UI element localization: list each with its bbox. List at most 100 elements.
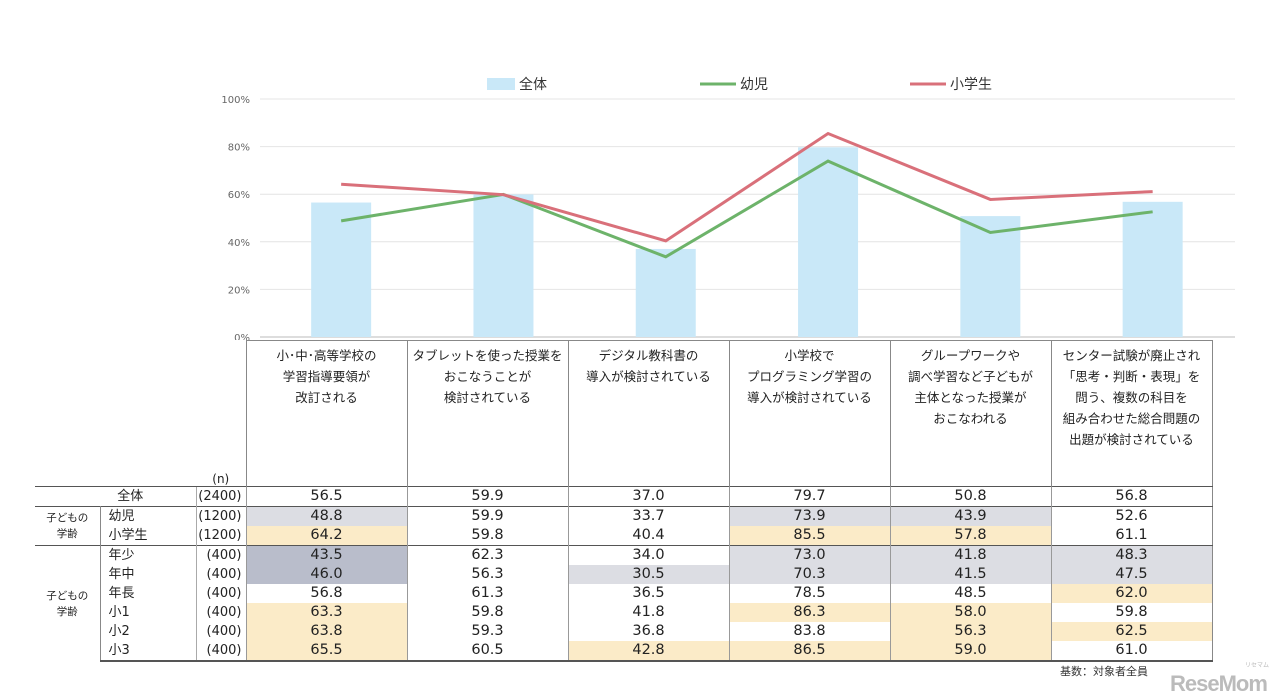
y-tick-label: 0% bbox=[234, 333, 250, 340]
row-n: (1200) bbox=[195, 506, 246, 526]
row-label: 小1 bbox=[108, 605, 130, 620]
table-cell: 48.3 bbox=[1050, 545, 1212, 565]
table-cell: 61.3 bbox=[406, 584, 568, 603]
n-header: (n) bbox=[212, 472, 230, 486]
table-cell: 86.3 bbox=[728, 603, 890, 622]
line-小学生 bbox=[341, 131, 1153, 243]
table-cell: 63.3 bbox=[245, 603, 407, 622]
table-cell: 59.8 bbox=[406, 526, 568, 546]
table-cell: 50.8 bbox=[889, 486, 1051, 507]
table-cell: 56.3 bbox=[889, 622, 1051, 641]
bar-全体 bbox=[311, 202, 372, 337]
table-cell: 36.8 bbox=[567, 622, 729, 641]
row-n: (400) bbox=[195, 565, 246, 584]
row-label: 年長 bbox=[108, 586, 135, 601]
table-cell: 83.8 bbox=[728, 622, 890, 641]
column-header: タブレットを使った授業を おこなうことが 検討されている bbox=[406, 340, 568, 487]
chart: 0% 20% 40% 60% 80% 100% 全体 幼児 小学生 bbox=[221, 76, 1235, 340]
table-cell: 57.8 bbox=[889, 526, 1051, 546]
table-row: 全体 (2400) 56.5 59.9 37.0 79.7 50.8 56.8 bbox=[35, 486, 1212, 507]
table-cell: 40.4 bbox=[567, 526, 729, 546]
row-n: (400) bbox=[195, 641, 246, 662]
group-label: 子どもの 学齢 bbox=[35, 545, 101, 661]
table-cell: 59.9 bbox=[406, 506, 568, 526]
table-cell: 73.9 bbox=[728, 506, 890, 526]
bar-全体 bbox=[798, 147, 859, 337]
table-cell: 79.7 bbox=[728, 486, 890, 507]
table-cell: 59.8 bbox=[406, 603, 568, 622]
table-cell: 59.0 bbox=[889, 641, 1051, 662]
table-cell: 48.8 bbox=[245, 506, 407, 526]
table-cell: 56.5 bbox=[245, 486, 407, 507]
table-cell: 30.5 bbox=[567, 565, 729, 584]
column-header: 小･中･高等学校の 学習指導要領が 改訂される bbox=[245, 340, 407, 487]
column-header: グループワークや 調べ学習など子どもが 主体となった授業が おこなわれる bbox=[889, 340, 1051, 487]
row-n: (2400) bbox=[195, 486, 246, 507]
row-label: 年少 bbox=[100, 545, 196, 565]
table-cell: 41.8 bbox=[567, 603, 729, 622]
table-cell: 61.1 bbox=[1050, 526, 1212, 546]
row-n: (400) bbox=[195, 622, 246, 641]
column-header: センター試験が廃止され 「思考・判断・表現」を 問う、複数の科目を 組み合わせた総合問… bbox=[1050, 340, 1212, 487]
table-cell: 64.2 bbox=[245, 526, 407, 546]
table-row: 小学生 (1200) 64.2 59.8 40.4 85.5 57.8 61.1 bbox=[35, 526, 1212, 546]
table-cell: 41.8 bbox=[889, 545, 1051, 565]
table-row: 小2 (400) 63.8 59.3 36.8 83.8 56.3 62.5 bbox=[35, 622, 1212, 641]
table-cell: 61.0 bbox=[1050, 641, 1212, 662]
table-cell: 41.5 bbox=[889, 565, 1051, 584]
row-label: 小2 bbox=[108, 624, 130, 639]
column-header: デジタル教科書の 導入が検討されている bbox=[567, 340, 729, 487]
table-cell: 62.5 bbox=[1050, 622, 1212, 641]
row-label: 全体 bbox=[35, 486, 196, 507]
table-cell: 56.3 bbox=[406, 565, 568, 584]
row-n: (400) bbox=[195, 603, 246, 622]
row-label: 小3 bbox=[100, 641, 196, 662]
table-cell: 62.3 bbox=[406, 545, 568, 565]
table-cell: 46.0 bbox=[245, 565, 407, 584]
table-cell: 70.3 bbox=[728, 565, 890, 584]
table-cell: 65.5 bbox=[245, 641, 407, 662]
table-cell: 34.0 bbox=[567, 545, 729, 565]
resemom-logo-kana: リセマム bbox=[1245, 662, 1270, 669]
table-cell: 59.8 bbox=[1050, 603, 1212, 622]
y-tick-label: 100% bbox=[221, 95, 250, 106]
legend-swatch bbox=[487, 78, 515, 90]
row-label: 小学生 bbox=[108, 528, 148, 543]
table-cell: 58.0 bbox=[889, 603, 1051, 622]
table-cell: 60.5 bbox=[406, 641, 568, 662]
table-cell: 43.9 bbox=[889, 506, 1051, 526]
bar-全体 bbox=[635, 248, 696, 337]
table-cell: 63.8 bbox=[245, 622, 407, 641]
y-tick-label: 40% bbox=[228, 238, 250, 249]
row-label: 年中 bbox=[108, 567, 135, 582]
bar-全体 bbox=[473, 194, 534, 337]
footnote: 基数：対象者全員 bbox=[1060, 665, 1148, 678]
table-row: 小3 (400) 65.5 60.5 42.8 86.5 59.0 61.0 bbox=[35, 641, 1212, 662]
bar-全体 bbox=[1122, 201, 1183, 337]
table-cell: 33.7 bbox=[567, 506, 729, 526]
table-cell: 36.5 bbox=[567, 584, 729, 603]
y-tick-label: 20% bbox=[228, 285, 250, 296]
table-row: 年長 (400) 56.8 61.3 36.5 78.5 48.5 62.0 bbox=[35, 584, 1212, 603]
table-cell: 37.0 bbox=[567, 486, 729, 507]
table-cell: 42.8 bbox=[567, 641, 729, 662]
row-n: (1200) bbox=[195, 526, 246, 546]
table-cell: 85.5 bbox=[728, 526, 890, 546]
table-cell: 59.9 bbox=[406, 486, 568, 507]
table-cell: 86.5 bbox=[728, 641, 890, 662]
table-row: 子どもの 学齢 幼児 (1200) 48.8 59.9 33.7 73.9 43.9 52.6 bbox=[35, 506, 1212, 546]
table-cell: 56.8 bbox=[1050, 486, 1212, 507]
table-cell: 78.5 bbox=[728, 584, 890, 603]
bar-全体 bbox=[960, 216, 1021, 337]
resemom-logo: ReseMom bbox=[1170, 671, 1268, 696]
table-cell: 56.8 bbox=[245, 584, 407, 603]
table-row: 小1 (400) 63.3 59.8 41.8 86.3 58.0 59.8 bbox=[35, 603, 1212, 622]
table-cell: 73.0 bbox=[728, 545, 890, 565]
row-label: 幼児 bbox=[100, 506, 196, 526]
table-cell: 52.6 bbox=[1050, 506, 1212, 526]
group-label: 子どもの 学齢 bbox=[35, 506, 101, 546]
table-row: 年中 (400) 46.0 56.3 30.5 70.3 41.5 47.5 bbox=[35, 565, 1212, 584]
legend-label: 全体 bbox=[519, 76, 547, 93]
table-cell: 62.0 bbox=[1050, 584, 1212, 603]
table-cell: 47.5 bbox=[1050, 565, 1212, 584]
